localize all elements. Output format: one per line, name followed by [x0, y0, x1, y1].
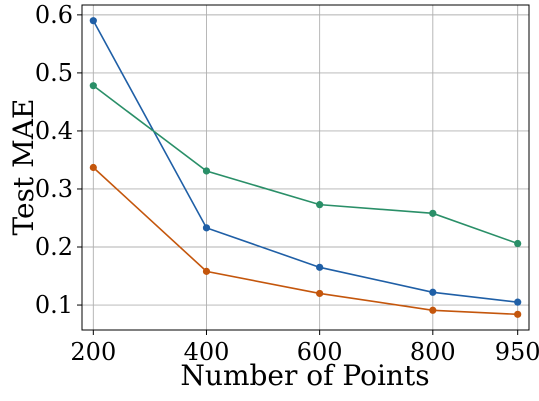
- y-tick-label: 0.4: [35, 117, 73, 145]
- y-axis-label: Test MAE: [7, 99, 40, 236]
- data-point: [89, 163, 97, 172]
- y-tick-label: 0.3: [35, 175, 73, 203]
- data-point: [316, 263, 324, 271]
- grid: [82, 5, 529, 330]
- data-point: [429, 288, 437, 296]
- x-tick-label: 800: [410, 338, 456, 366]
- data-point: [514, 298, 522, 306]
- data-point: [316, 289, 324, 298]
- y-tick-label: 0.2: [35, 233, 73, 261]
- x-tick-label: 200: [70, 338, 116, 366]
- data-point: [89, 82, 97, 90]
- y-tick-label: 0.6: [35, 1, 73, 29]
- x-tick-label: 600: [297, 338, 343, 366]
- data-point: [202, 167, 211, 175]
- x-axis-label: Number of Points: [180, 359, 429, 392]
- tick-labels: 200 400 600 800 950 0.1 0.2 0.3 0.4 0.5 0.6: [35, 1, 539, 366]
- x-tick-label: 400: [184, 338, 230, 366]
- plot-frame: [81, 4, 530, 331]
- series-group: [89, 17, 522, 318]
- series-line: [92, 166, 518, 316]
- y-tick-label: 0.1: [35, 291, 73, 319]
- data-point: [89, 17, 97, 25]
- series-3: [89, 163, 522, 318]
- x-tick-label: 950: [495, 338, 539, 366]
- data-point: [316, 201, 324, 209]
- data-point: [429, 209, 437, 217]
- ticks: [77, 14, 519, 335]
- data-point: [202, 224, 211, 232]
- series-2: [89, 82, 522, 248]
- series-1: [89, 17, 522, 306]
- y-tick-label: 0.5: [35, 59, 73, 87]
- data-point: [514, 239, 522, 248]
- series-line: [92, 85, 518, 245]
- series-line: [92, 20, 518, 303]
- data-point: [514, 310, 522, 318]
- data-point: [429, 306, 437, 314]
- data-point: [202, 267, 211, 275]
